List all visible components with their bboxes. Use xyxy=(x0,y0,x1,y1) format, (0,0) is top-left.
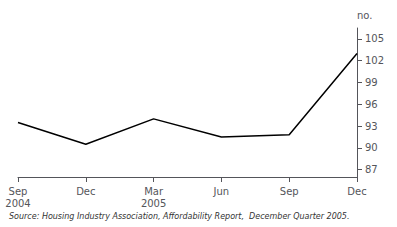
svg-text:no.: no. xyxy=(357,10,372,21)
svg-text:90: 90 xyxy=(365,142,378,153)
svg-text:Source: Housing Industry Assoc: Source: Housing Industry Association, Af… xyxy=(9,212,350,221)
svg-text:Jun: Jun xyxy=(213,186,230,197)
svg-text:Sep: Sep xyxy=(9,186,28,197)
svg-text:93: 93 xyxy=(365,121,378,132)
svg-text:Sep: Sep xyxy=(280,186,299,197)
svg-text:Mar: Mar xyxy=(144,186,164,197)
svg-text:87: 87 xyxy=(365,164,378,175)
svg-text:Dec: Dec xyxy=(76,186,95,197)
svg-text:2004: 2004 xyxy=(5,198,30,209)
svg-text:2005: 2005 xyxy=(141,198,166,209)
svg-text:102: 102 xyxy=(365,55,384,66)
svg-text:105: 105 xyxy=(365,33,384,44)
svg-text:Dec: Dec xyxy=(347,186,366,197)
svg-text:99: 99 xyxy=(365,77,378,88)
svg-text:96: 96 xyxy=(365,99,378,110)
